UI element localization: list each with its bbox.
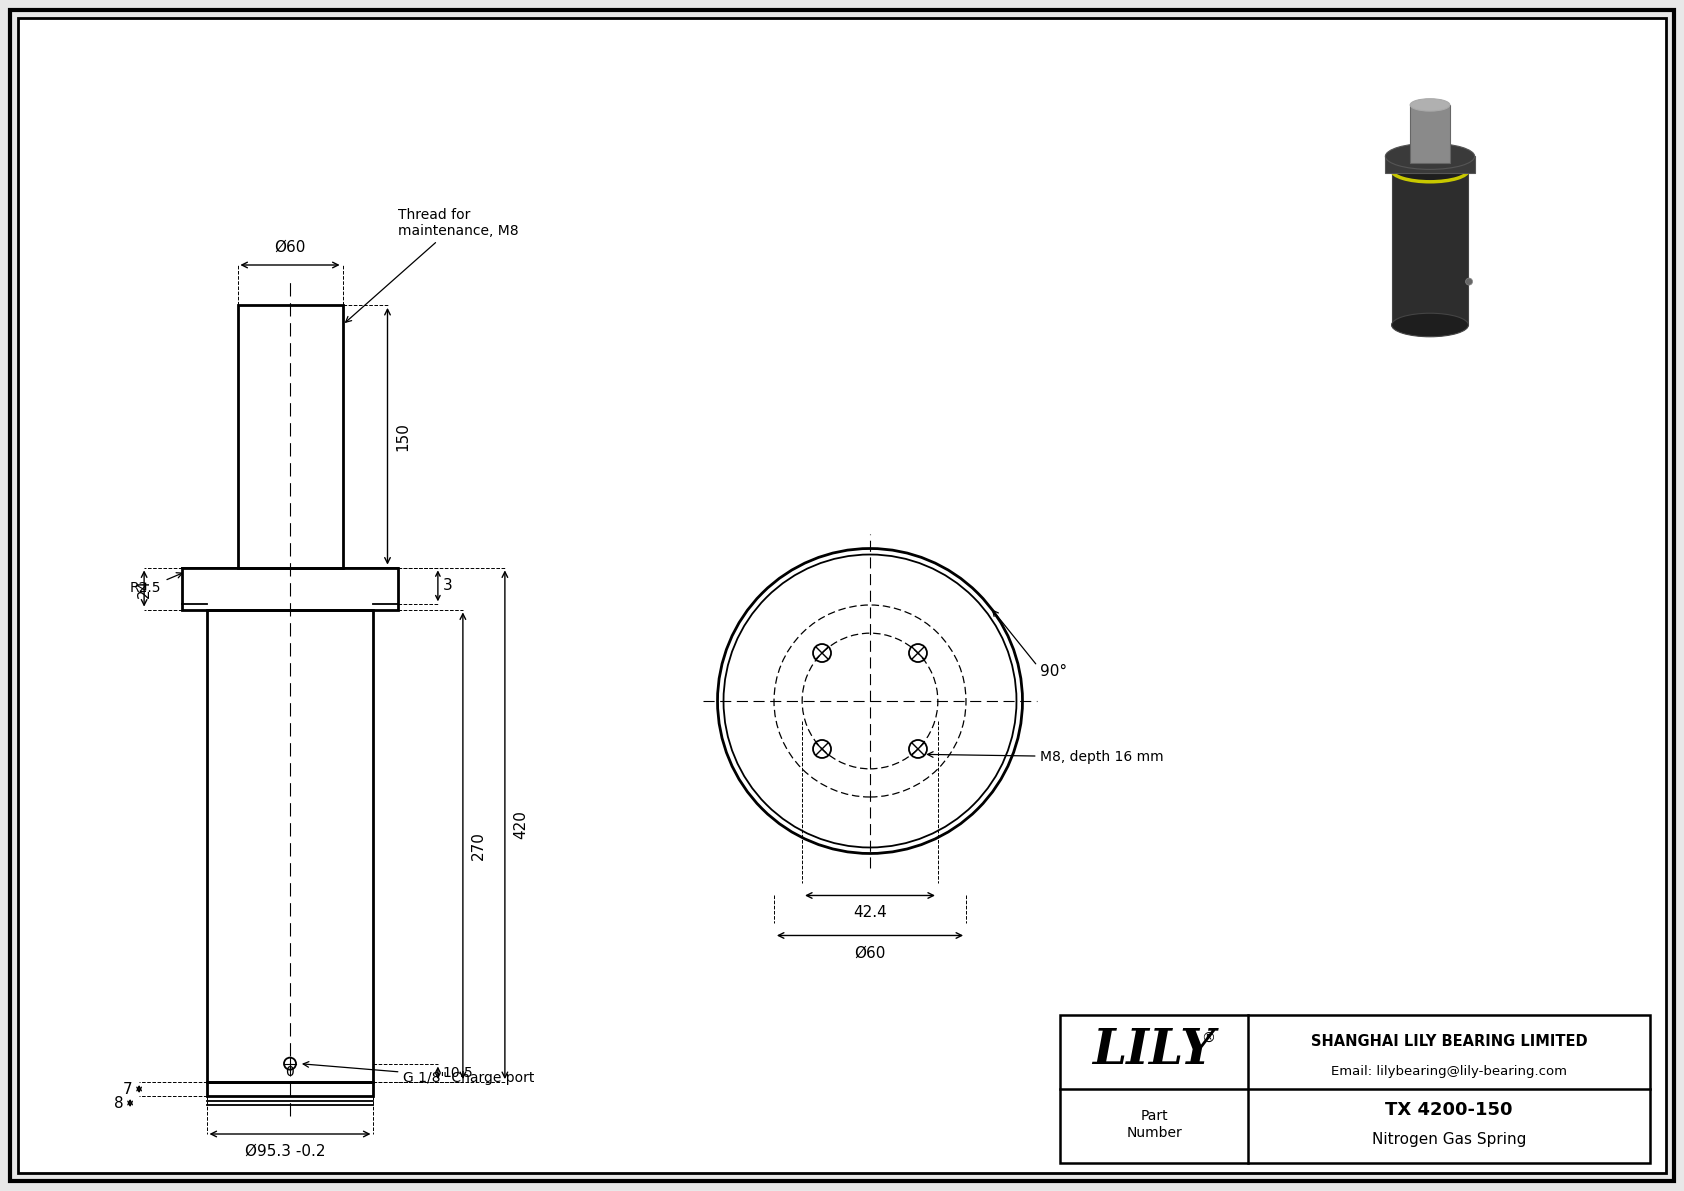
- Text: M8, depth 16 mm: M8, depth 16 mm: [928, 750, 1164, 763]
- Text: TX 4200-150: TX 4200-150: [1386, 1100, 1512, 1118]
- Text: 150: 150: [396, 422, 411, 450]
- Circle shape: [1465, 279, 1472, 285]
- Text: SHANGHAI LILY BEARING LIMITED: SHANGHAI LILY BEARING LIMITED: [1310, 1034, 1588, 1049]
- Text: 3: 3: [443, 579, 453, 593]
- Text: Ø60: Ø60: [854, 946, 886, 960]
- Text: R2.5: R2.5: [130, 573, 182, 596]
- Text: 42.4: 42.4: [854, 905, 887, 921]
- Ellipse shape: [1391, 313, 1468, 337]
- Ellipse shape: [1391, 158, 1468, 182]
- Text: 24: 24: [136, 579, 152, 598]
- Text: 10.5: 10.5: [443, 1066, 473, 1080]
- Text: Nitrogen Gas Spring: Nitrogen Gas Spring: [1372, 1131, 1526, 1147]
- Text: G 1/8" Charge port: G 1/8" Charge port: [303, 1061, 536, 1085]
- Text: Thread for
maintenance, M8: Thread for maintenance, M8: [345, 207, 519, 323]
- Text: 90°: 90°: [1041, 663, 1068, 679]
- Text: 0: 0: [286, 1065, 295, 1079]
- FancyBboxPatch shape: [19, 18, 1665, 1173]
- Text: Ø95.3 -0.2: Ø95.3 -0.2: [244, 1145, 325, 1159]
- Polygon shape: [1410, 105, 1450, 162]
- Text: Email: lilybearing@lily-bearing.com: Email: lilybearing@lily-bearing.com: [1330, 1065, 1568, 1078]
- Polygon shape: [1391, 170, 1468, 325]
- Text: 270: 270: [472, 831, 487, 860]
- Text: 8: 8: [115, 1096, 125, 1110]
- Polygon shape: [1386, 156, 1475, 173]
- Ellipse shape: [1386, 143, 1475, 169]
- Ellipse shape: [1410, 99, 1450, 111]
- Text: LILY: LILY: [1093, 1027, 1216, 1074]
- Text: 420: 420: [514, 810, 527, 840]
- Text: Ø60: Ø60: [274, 241, 306, 255]
- Text: Part
Number: Part Number: [1127, 1110, 1182, 1140]
- Text: ®: ®: [1201, 1031, 1214, 1046]
- Text: 7: 7: [123, 1081, 131, 1097]
- FancyBboxPatch shape: [1059, 1015, 1650, 1162]
